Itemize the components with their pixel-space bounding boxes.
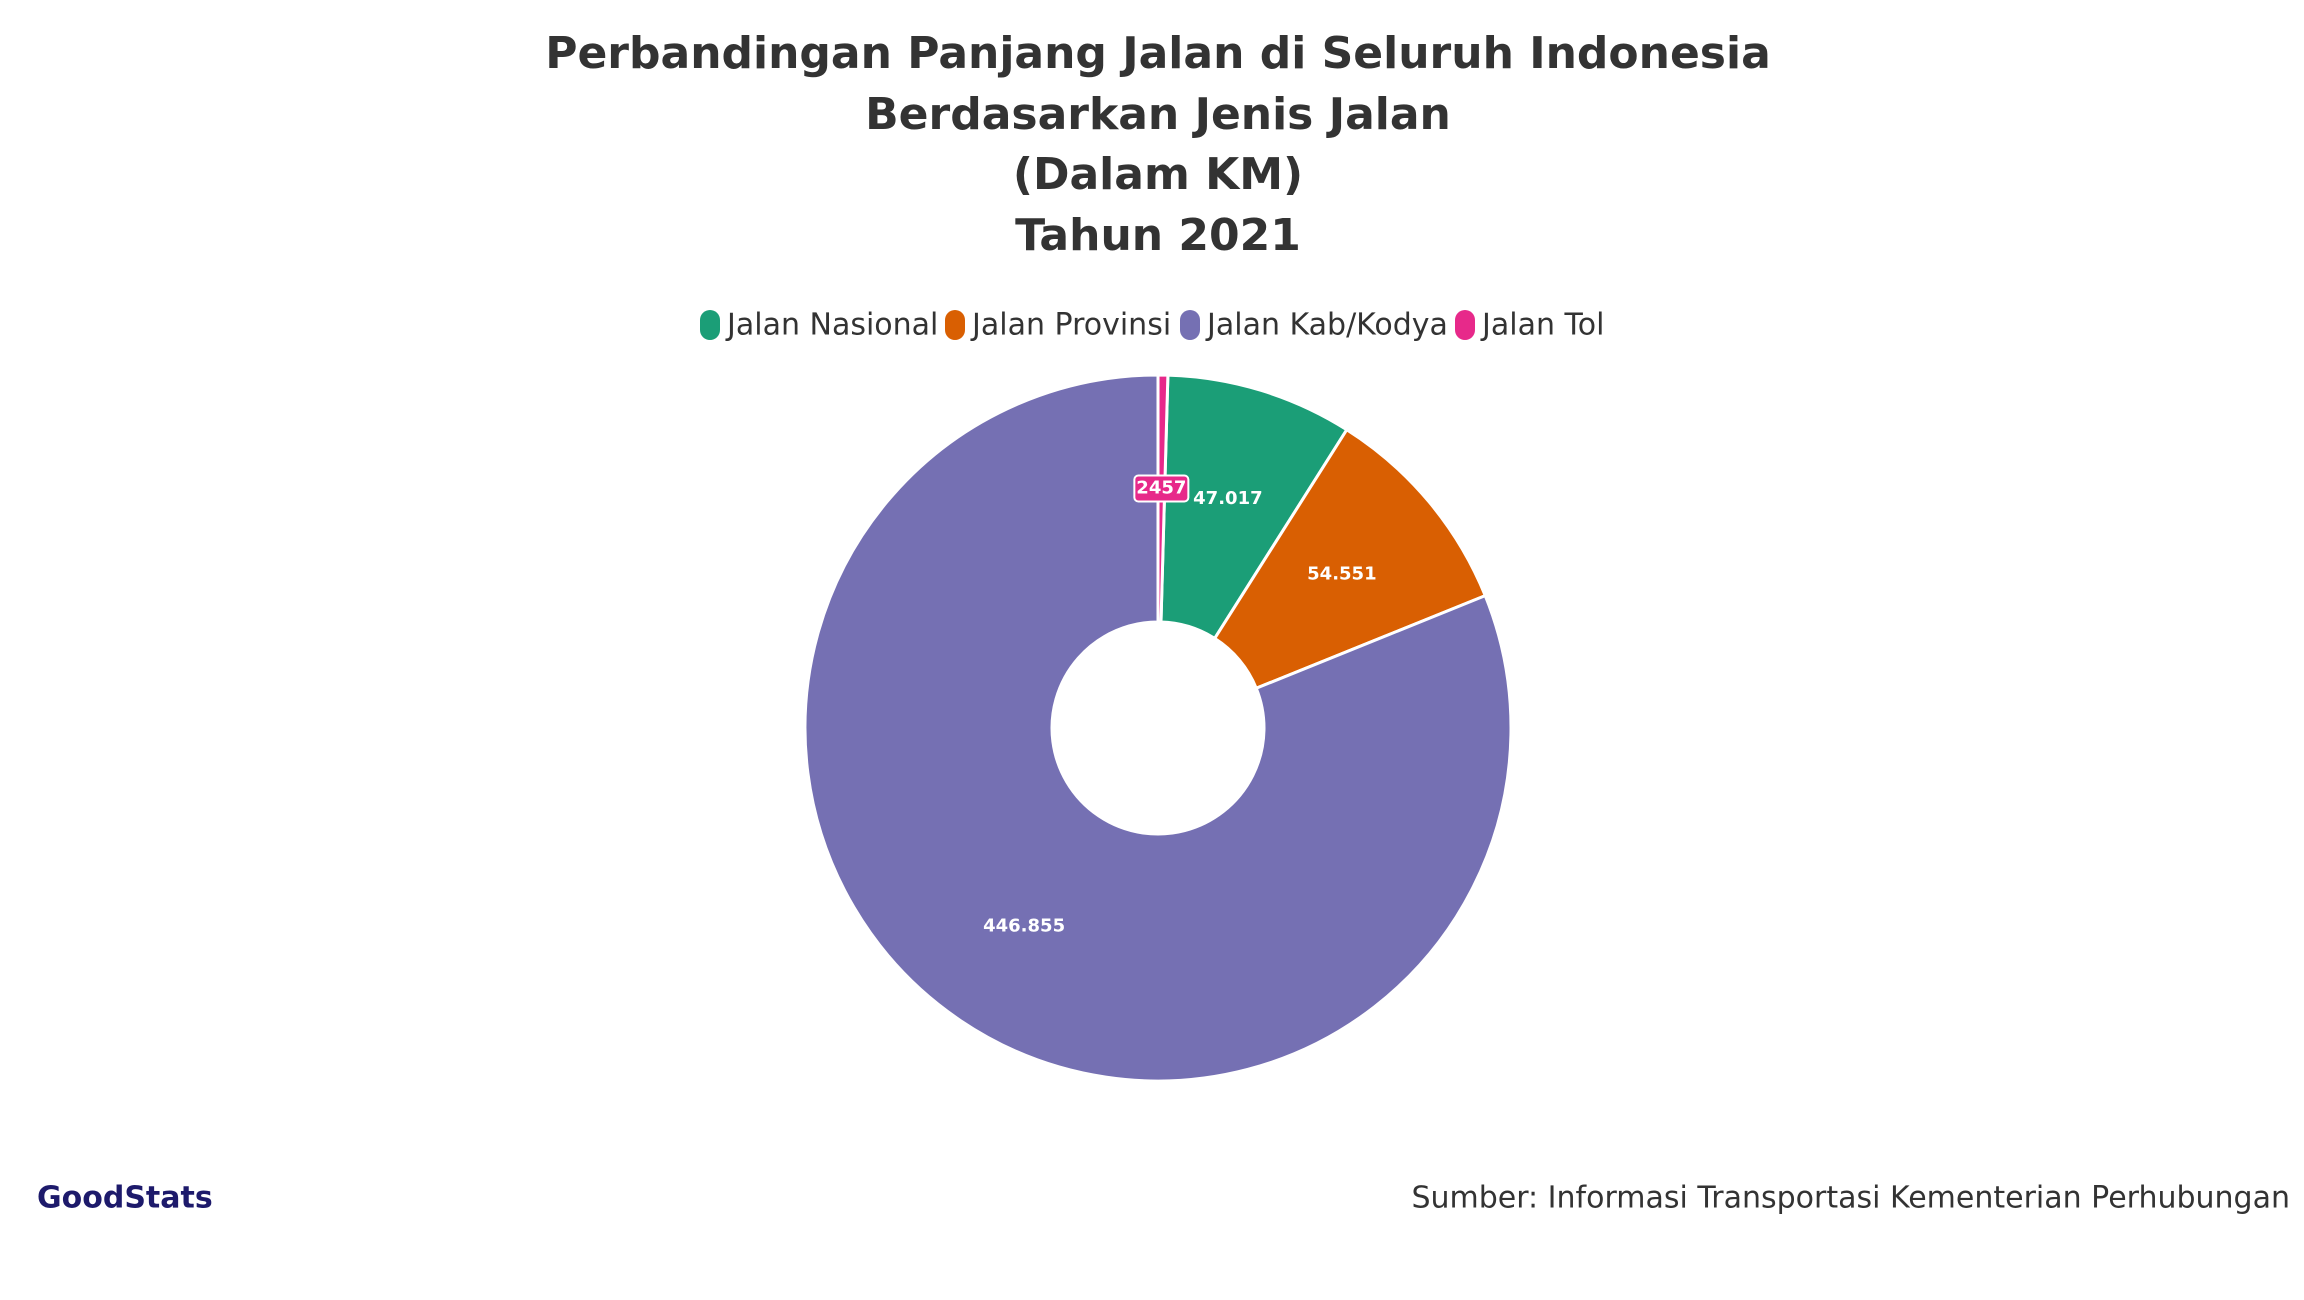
- chart-title: Tahun 2021: [1015, 210, 1301, 261]
- value-label: 47.017: [1193, 488, 1262, 509]
- slice: [1159, 373, 1349, 641]
- legend-marker: [700, 310, 720, 340]
- legend-marker: [1455, 310, 1475, 340]
- chart-title: (Dalam KM): [1013, 149, 1303, 200]
- slice: [803, 373, 1513, 1083]
- legend-marker: [945, 310, 965, 340]
- slice: [1212, 427, 1488, 691]
- logo: GoodStats: [37, 1181, 213, 1216]
- source: Sumber: Informasi Transportasi Kementeri…: [1411, 1181, 2290, 1216]
- legend-label: Jalan Kab/Kodya: [1205, 308, 1448, 343]
- chart-title: Berdasarkan Jenis Jalan: [865, 89, 1451, 140]
- legend-marker: [1180, 310, 1200, 340]
- chart-title: Perbandingan Panjang Jalan di Seluruh In…: [545, 28, 1771, 79]
- value-label: 54.551: [1307, 564, 1376, 585]
- value-label: 446.855: [983, 916, 1065, 937]
- legend-label: Jalan Nasional: [725, 308, 938, 343]
- value-label: 2457: [1136, 478, 1186, 499]
- legend-label: Jalan Tol: [1480, 308, 1604, 343]
- value-label-box: [1133, 474, 1190, 503]
- legend-label: Jalan Provinsi: [970, 308, 1171, 343]
